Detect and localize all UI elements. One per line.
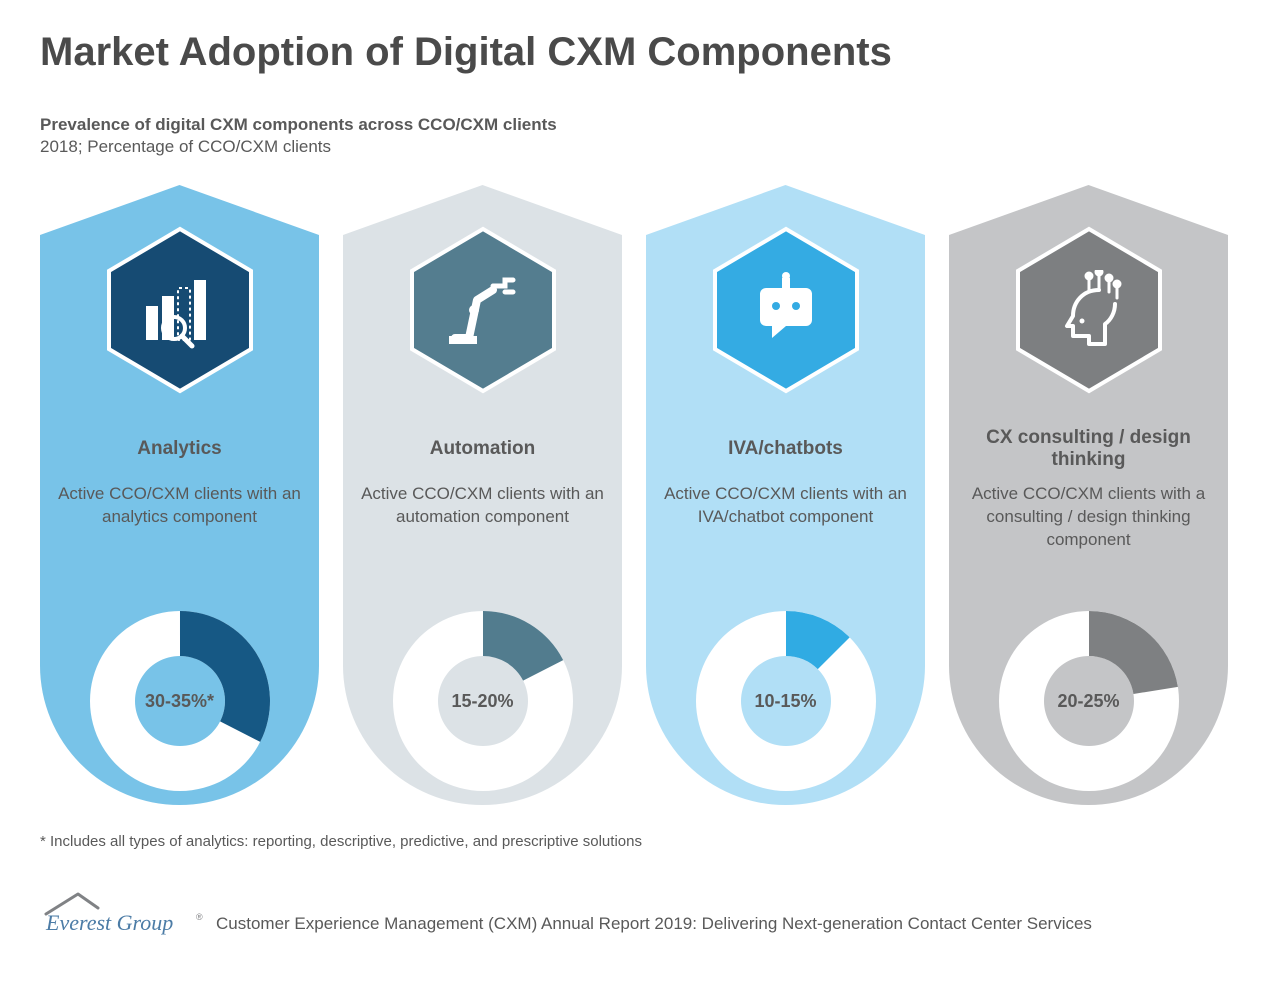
cards-row: Analytics Active CCO/CXM clients with an … [40, 185, 1228, 805]
card-desc: Active CCO/CXM clients with an automatio… [343, 483, 622, 573]
donut-label: 20-25% [989, 601, 1189, 801]
svg-text:Everest Group: Everest Group [45, 910, 173, 935]
chatbot-icon [746, 270, 826, 350]
donut-label: 30-35%* [80, 601, 280, 801]
analytics-icon [140, 270, 220, 350]
donut-chart: 10-15% [686, 601, 886, 801]
card-desc: Active CCO/CXM clients with an analytics… [40, 483, 319, 573]
card-3: CX consulting / design thinking Active CC… [949, 185, 1228, 805]
automation-icon [443, 270, 523, 350]
card-content: IVA/chatbots Active CCO/CXM clients with … [646, 185, 925, 805]
designthinking-icon [1049, 270, 1129, 350]
donut-label: 10-15% [686, 601, 886, 801]
card-1: Automation Active CCO/CXM clients with an… [343, 185, 622, 805]
footer: Everest Group ® Customer Experience Mana… [40, 890, 1228, 936]
footnote: * Includes all types of analytics: repor… [40, 833, 1228, 850]
hexagon [105, 225, 255, 395]
card-content: CX consulting / design thinking Active CC… [949, 185, 1228, 805]
card-label: CX consulting / design thinking [949, 425, 1228, 473]
hexagon [408, 225, 558, 395]
donut-label: 15-20% [383, 601, 583, 801]
footer-text: Customer Experience Management (CXM) Ann… [216, 914, 1092, 936]
donut-chart: 20-25% [989, 601, 1189, 801]
card-0: Analytics Active CCO/CXM clients with an … [40, 185, 319, 805]
card-content: Automation Active CCO/CXM clients with an… [343, 185, 622, 805]
page-title: Market Adoption of Digital CXM Component… [40, 30, 1228, 75]
donut-chart: 30-35%* [80, 601, 280, 801]
card-2: IVA/chatbots Active CCO/CXM clients with … [646, 185, 925, 805]
card-content: Analytics Active CCO/CXM clients with an … [40, 185, 319, 805]
card-desc: Active CCO/CXM clients with a consulting… [949, 483, 1228, 573]
card-label: IVA/chatbots [718, 425, 853, 473]
subtitle-bold: Prevalence of digital CXM components acr… [40, 115, 1228, 135]
card-label: Automation [420, 425, 546, 473]
everest-group-logo: Everest Group ® [40, 890, 210, 936]
hexagon [711, 225, 861, 395]
hexagon [1014, 225, 1164, 395]
donut-chart: 15-20% [383, 601, 583, 801]
card-desc: Active CCO/CXM clients with an IVA/chatb… [646, 483, 925, 573]
svg-text:®: ® [196, 912, 203, 922]
subtitle-light: 2018; Percentage of CCO/CXM clients [40, 137, 1228, 157]
card-label: Analytics [127, 425, 231, 473]
